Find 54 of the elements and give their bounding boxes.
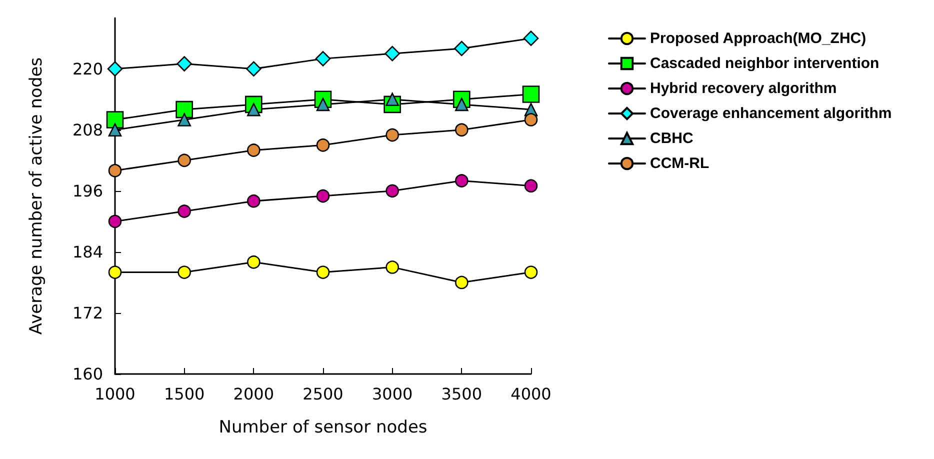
point bbox=[176, 56, 192, 72]
point bbox=[108, 123, 122, 137]
point bbox=[386, 184, 399, 198]
point bbox=[108, 164, 122, 178]
point bbox=[247, 194, 260, 208]
point bbox=[524, 113, 538, 126]
legend-label: Coverage enhancement algorithm bbox=[650, 105, 892, 122]
y-tick-label: 160 bbox=[72, 364, 103, 384]
point bbox=[176, 100, 193, 118]
point bbox=[455, 174, 468, 188]
point bbox=[178, 266, 191, 279]
point bbox=[107, 61, 123, 77]
point bbox=[455, 276, 468, 290]
legend-label: CBHC bbox=[650, 130, 694, 147]
x-tick-label: 2000 bbox=[233, 384, 274, 404]
point bbox=[523, 30, 539, 46]
point bbox=[524, 179, 538, 192]
y-tick-label: 172 bbox=[72, 303, 103, 322]
y-tick-label: 220 bbox=[72, 59, 103, 78]
point bbox=[384, 46, 400, 62]
point bbox=[386, 128, 399, 142]
x-tick-label: 2500 bbox=[302, 384, 344, 404]
x-tick-label: 3000 bbox=[372, 384, 413, 404]
legend-label: Cascaded neighbor intervention bbox=[650, 55, 880, 72]
point bbox=[455, 123, 468, 137]
point bbox=[386, 260, 399, 274]
legend-label: CCM-RL bbox=[650, 155, 710, 172]
x-tick-label: 4000 bbox=[510, 384, 552, 404]
point bbox=[454, 40, 470, 56]
point bbox=[522, 86, 540, 103]
point bbox=[178, 113, 191, 126]
point bbox=[178, 204, 191, 218]
y-tick-label: 184 bbox=[72, 242, 103, 262]
point bbox=[316, 189, 330, 203]
point bbox=[524, 266, 538, 279]
point bbox=[108, 266, 122, 279]
point bbox=[315, 51, 331, 66]
x-tick-label: 3500 bbox=[441, 384, 482, 404]
legend-label: Proposed Approach(MO_ZHC) bbox=[650, 30, 866, 47]
point bbox=[316, 138, 330, 152]
point bbox=[178, 154, 191, 168]
point bbox=[106, 111, 124, 128]
point bbox=[108, 214, 122, 228]
y-tick-label: 196 bbox=[72, 181, 103, 200]
x-tick-label: 1000 bbox=[94, 384, 136, 404]
point bbox=[247, 144, 260, 157]
x-axis-title: Number of sensor nodes bbox=[218, 418, 428, 438]
y-tick-label: 208 bbox=[72, 120, 103, 140]
y-axis-title: Average number of active nodes bbox=[26, 57, 46, 335]
legend-label: Hybrid recovery algorithm bbox=[650, 80, 837, 97]
point bbox=[247, 255, 260, 269]
x-tick-label: 1500 bbox=[164, 384, 205, 404]
point bbox=[316, 266, 330, 279]
point bbox=[246, 61, 262, 77]
